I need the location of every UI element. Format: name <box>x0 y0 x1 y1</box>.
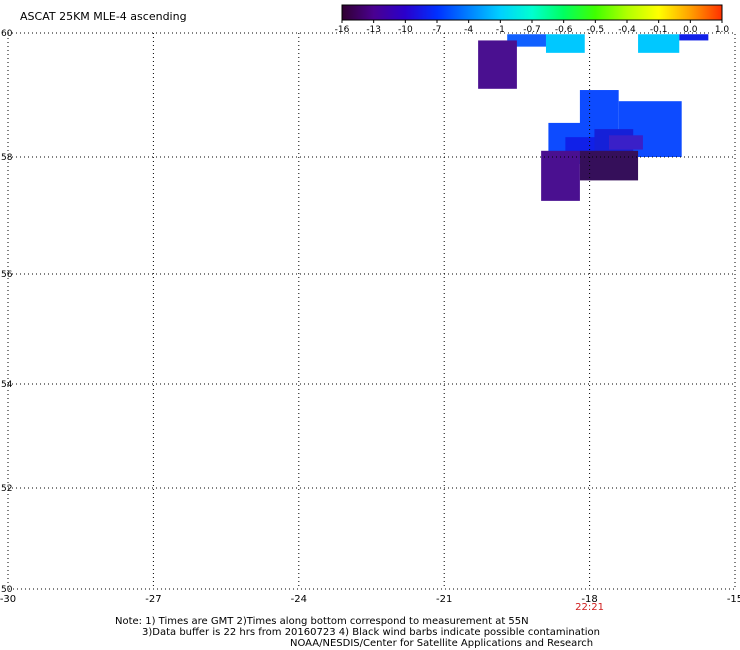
lon-tick-label: -15 <box>727 594 740 605</box>
colorbar-label: -16 <box>335 25 350 35</box>
lon-tick-label: -21 <box>436 594 452 605</box>
footnote-line-2: 3)Data buffer is 22 hrs from 20160723 4)… <box>142 627 600 638</box>
lat-tick-label: 54 <box>1 380 13 390</box>
colorbar-label: -0.7 <box>523 25 541 35</box>
colorbar-label: -10 <box>398 25 413 35</box>
colorbar-label: -7 <box>433 25 442 35</box>
map-title: ASCAT 25KM MLE-4 ascending <box>20 10 187 23</box>
lat-tick-label: 60 <box>1 29 13 39</box>
lon-tick-label: -18 <box>581 594 597 605</box>
colorbar-label: -4 <box>464 25 473 35</box>
colorbar-label: 1.0 <box>715 25 730 35</box>
lon-tick-label: -24 <box>291 594 307 605</box>
colorbar-label: -0.4 <box>618 25 636 35</box>
footnote-line-1: Note: 1) Times are GMT 2)Times along bot… <box>115 616 529 627</box>
swath-cell <box>541 150 580 201</box>
plot-frame <box>7 32 736 590</box>
swath-cell <box>545 34 585 53</box>
lat-tick-label: 52 <box>1 484 12 494</box>
lat-tick-label: 58 <box>1 153 13 163</box>
colorbar-label: -13 <box>366 25 381 35</box>
swath-cell <box>638 34 680 53</box>
colorbar <box>341 4 723 21</box>
time-label: 22:21 <box>575 602 604 613</box>
footnote-line-3: NOAA/NESDIS/Center for Satellite Applica… <box>290 638 594 649</box>
lat-tick-label: 56 <box>1 270 13 280</box>
lon-tick-label: -27 <box>145 594 161 605</box>
swath-cell <box>579 150 639 181</box>
lat-tick-label: 50 <box>1 585 13 595</box>
colorbar-label: -0.5 <box>587 25 605 35</box>
colorbar-label: -0.1 <box>650 25 668 35</box>
swath-cell <box>608 135 643 150</box>
lon-tick-label: -30 <box>0 594 16 605</box>
colorbar-label: -1 <box>496 25 505 35</box>
swath-cell <box>679 34 709 41</box>
colorbar-label: -0.6 <box>555 25 573 35</box>
swath-cell <box>478 40 517 89</box>
colorbar-label: 0.0 <box>683 25 698 35</box>
